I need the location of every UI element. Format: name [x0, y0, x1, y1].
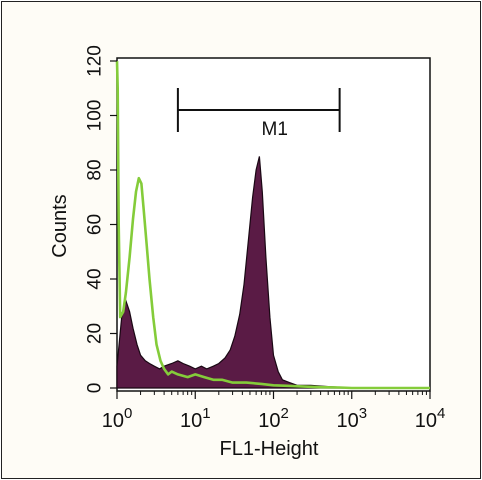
x-axis: 100 101 102 103 104	[102, 391, 446, 432]
y-tick-label: 120	[85, 45, 106, 77]
series-layer	[115, 60, 430, 390]
y-tick-label: 100	[85, 100, 106, 132]
y-tick-label: 20	[85, 323, 106, 344]
gate-label: M1	[262, 119, 288, 140]
histogram-line-series	[115, 60, 430, 390]
y-axis: 0 20 40 60 80 100 120	[85, 45, 117, 393]
histogram-filled-series	[116, 156, 345, 389]
x-tick-label: 100	[102, 405, 133, 432]
y-tick-label: 80	[85, 159, 106, 180]
x-tick-label: 102	[258, 405, 289, 432]
x-axis-label: FL1-Height	[220, 438, 319, 460]
y-tick-label: 40	[85, 268, 106, 289]
gate-marker: M1	[176, 88, 341, 140]
plot-area	[116, 57, 431, 392]
x-tick-label: 101	[180, 405, 211, 432]
y-tick-label: 60	[85, 214, 106, 235]
x-tick-label: 103	[336, 405, 367, 432]
x-tick-label: 104	[415, 405, 446, 432]
y-axis-label: Counts	[49, 194, 71, 257]
y-tick-label: 0	[85, 383, 106, 394]
